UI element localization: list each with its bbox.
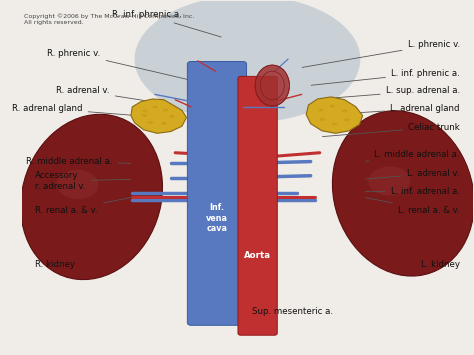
Ellipse shape bbox=[329, 105, 335, 107]
Text: L. kidney: L. kidney bbox=[421, 260, 460, 269]
FancyBboxPatch shape bbox=[187, 61, 246, 325]
Text: L. sup. adrenal a.: L. sup. adrenal a. bbox=[336, 86, 460, 98]
Ellipse shape bbox=[21, 114, 163, 280]
Text: L. renal a. & v.: L. renal a. & v. bbox=[365, 197, 460, 215]
Ellipse shape bbox=[342, 109, 347, 112]
Text: L. adrenal gland: L. adrenal gland bbox=[354, 104, 460, 113]
FancyBboxPatch shape bbox=[238, 76, 277, 335]
Text: L. middle adrenal a.: L. middle adrenal a. bbox=[365, 150, 460, 161]
Text: R. adrenal v.: R. adrenal v. bbox=[56, 86, 159, 103]
Ellipse shape bbox=[148, 121, 154, 124]
Ellipse shape bbox=[135, 0, 360, 123]
Text: Sup. mesenteric a.: Sup. mesenteric a. bbox=[252, 307, 333, 316]
Text: R. phrenic v.: R. phrenic v. bbox=[47, 49, 188, 80]
Text: Inf.
vena
cava: Inf. vena cava bbox=[206, 203, 228, 233]
Ellipse shape bbox=[142, 110, 148, 113]
Text: Accessory
r. adrenal v.: Accessory r. adrenal v. bbox=[35, 171, 131, 191]
Ellipse shape bbox=[319, 109, 324, 111]
Ellipse shape bbox=[142, 114, 147, 117]
Text: L. adrenal v.: L. adrenal v. bbox=[365, 169, 460, 179]
Ellipse shape bbox=[368, 166, 410, 196]
Ellipse shape bbox=[319, 118, 325, 121]
Ellipse shape bbox=[344, 118, 349, 121]
Text: R. renal a. & v.: R. renal a. & v. bbox=[35, 197, 131, 215]
Text: Aorta: Aorta bbox=[244, 251, 271, 260]
Ellipse shape bbox=[162, 122, 167, 125]
Text: R. inf. phrenic a.: R. inf. phrenic a. bbox=[112, 10, 221, 37]
Polygon shape bbox=[306, 97, 363, 133]
Polygon shape bbox=[131, 99, 186, 133]
Ellipse shape bbox=[332, 123, 337, 126]
Text: L. phrenic v.: L. phrenic v. bbox=[302, 40, 460, 67]
Text: R. adrenal gland: R. adrenal gland bbox=[12, 104, 134, 115]
Text: R. kidney: R. kidney bbox=[35, 260, 75, 269]
Text: R. middle adrenal a.: R. middle adrenal a. bbox=[26, 157, 131, 166]
Ellipse shape bbox=[57, 170, 99, 199]
Text: L. inf. phrenic a.: L. inf. phrenic a. bbox=[311, 69, 460, 85]
Ellipse shape bbox=[169, 115, 175, 118]
Ellipse shape bbox=[255, 65, 290, 106]
Text: Copyright ©2006 by The McGraw-Hill Companies, Inc.
All rights reserved.: Copyright ©2006 by The McGraw-Hill Compa… bbox=[24, 13, 194, 24]
Ellipse shape bbox=[332, 111, 474, 276]
Text: Celiac trunk: Celiac trunk bbox=[322, 123, 460, 137]
Text: L. inf. adrenal a.: L. inf. adrenal a. bbox=[365, 187, 460, 196]
Ellipse shape bbox=[163, 109, 168, 111]
Ellipse shape bbox=[153, 106, 158, 109]
